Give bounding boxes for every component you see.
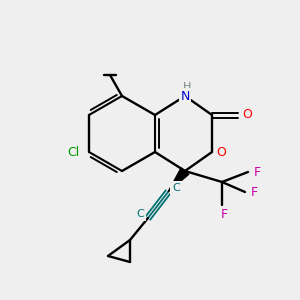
Text: O: O xyxy=(216,146,226,158)
Polygon shape xyxy=(168,168,189,192)
Text: O: O xyxy=(242,109,252,122)
Text: C: C xyxy=(172,183,180,193)
Text: F: F xyxy=(254,166,261,178)
Text: Cl: Cl xyxy=(67,146,79,158)
Text: H: H xyxy=(183,82,191,92)
Text: F: F xyxy=(220,208,228,220)
Text: F: F xyxy=(250,185,258,199)
Text: C: C xyxy=(136,209,144,219)
Text: N: N xyxy=(180,89,190,103)
